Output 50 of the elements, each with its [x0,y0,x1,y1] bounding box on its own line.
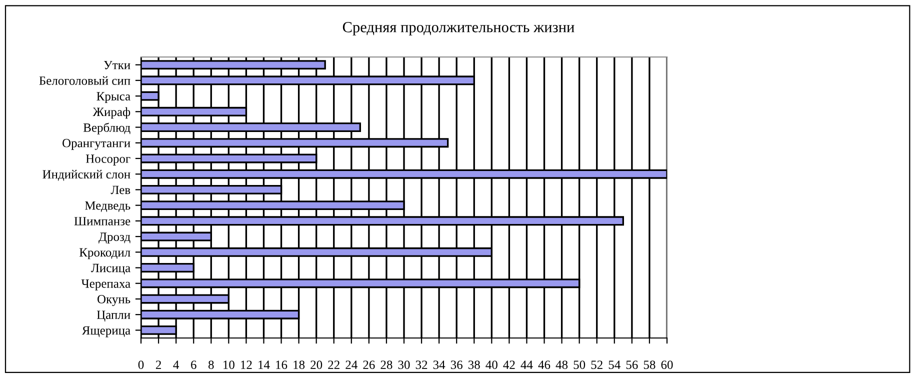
y-tick-label: Белоголовый сип [39,76,130,85]
y-tick-label: Утки [104,60,130,70]
x-tick-label: 24 [346,360,358,369]
x-tick-label: 60 [661,360,673,370]
x-tick-label: 12 [241,360,252,369]
y-tick-label: Носорог [86,154,130,166]
x-tick-label: 20 [310,360,322,370]
y-tick-label: Крыса [96,92,130,104]
x-tick-label: 36 [450,360,462,370]
x-tick-label: 14 [258,360,270,369]
y-tick-label: Цапли [96,310,130,322]
x-tick-label: 32 [416,360,428,370]
x-tick-label: 16 [276,360,288,370]
y-tick-label: Орангутанги [62,138,130,150]
x-tick-label: 52 [591,360,602,370]
x-tick-label: 2 [156,360,161,369]
x-tick-label: 40 [486,360,498,370]
x-tick-label: 28 [380,360,392,370]
chart-title: Средняя продолжительность жизни [342,22,574,36]
x-tick-label: 0 [138,360,144,370]
x-tick-label: 4 [173,360,179,369]
x-tick-label: 46 [538,360,550,370]
x-tick-label: 44 [520,360,533,369]
x-tick-label: 34 [433,360,446,370]
x-tick-label: 10 [224,360,234,370]
y-tick-label: Крокодил [79,248,130,260]
x-tick-label: 22 [328,360,340,369]
y-tick-label: Лев [110,186,130,194]
y-tick-label: Верблюд [83,122,130,134]
y-tick-label: Жираф [92,107,130,119]
y-tick-label: Дрозд [98,232,130,244]
x-tick-label: 58 [644,360,656,370]
y-tick-label: Медведь [85,201,130,212]
x-tick-label: 54 [608,360,620,370]
y-tick-label: Индийский слон [42,170,130,181]
y-tick-label: Черепаха [81,280,130,290]
x-tick-label: 56 [626,360,638,370]
x-tick-label: 8 [208,360,214,370]
x-tick-label: 48 [556,360,568,370]
x-tick-label: 6 [191,360,196,370]
x-tick-label: 26 [363,360,375,370]
x-tick-label: 38 [468,360,480,370]
y-tick-label: Шимпанзе [74,217,130,226]
x-tick-label: 30 [398,360,410,370]
y-tick-label: Лисица [91,264,130,275]
y-tick-label: Окунь [98,295,130,306]
y-tick-label: Ящерица [82,326,130,338]
x-tick-label: 50 [574,360,586,370]
x-tick-label: 18 [294,360,305,370]
x-tick-label: 42 [503,360,515,369]
